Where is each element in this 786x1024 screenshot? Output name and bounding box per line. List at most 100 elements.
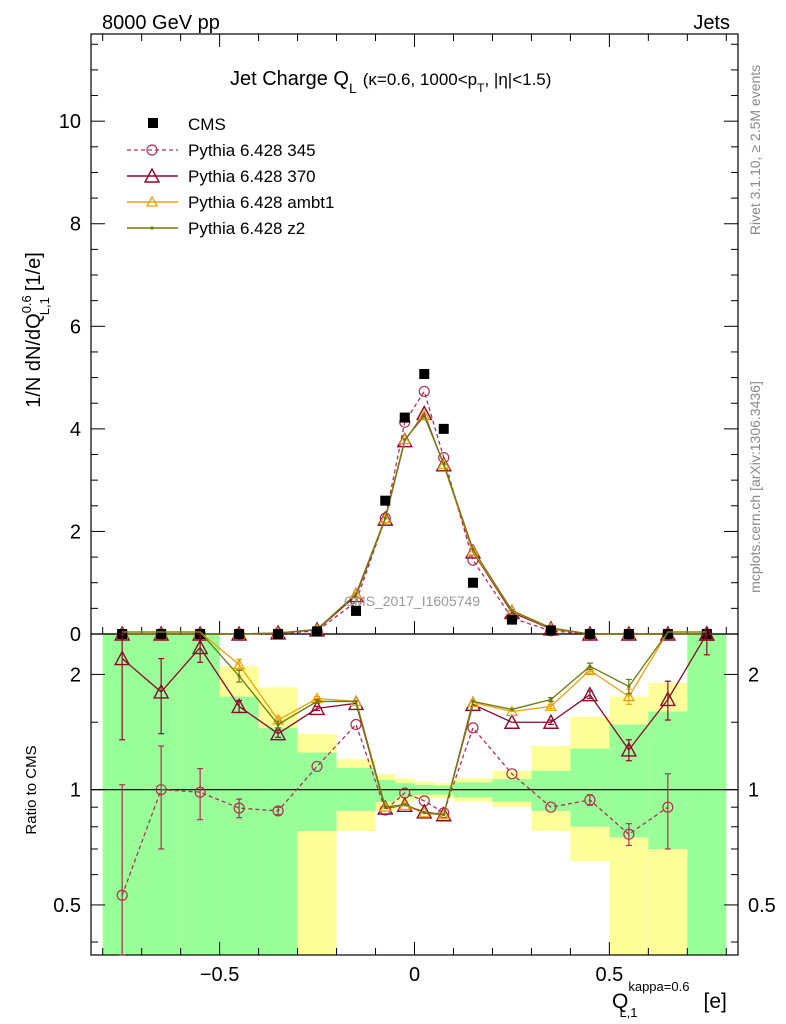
legend-label-cms: CMS: [188, 115, 226, 134]
ratio-point-z2-3: [237, 674, 241, 678]
ratio-point-p370-5: [308, 699, 326, 716]
legend: CMS Pythia 6.428 345 Pythia 6.428 370 Py…: [127, 115, 334, 238]
legend-marker-z2: [150, 226, 154, 230]
y-tick-label-main: 2: [70, 521, 81, 543]
ratio-point-z2-6: [354, 699, 358, 704]
ratio-point-ambt1-12: [505, 705, 519, 717]
ratio-point-ambt1-13: [544, 700, 558, 712]
header-right: Jets: [693, 12, 730, 34]
ratio-series-group: [114, 625, 715, 956]
y-axis-label-ratio: Ratio to CMS: [23, 745, 40, 834]
ratio-point-p345-0: [116, 889, 128, 901]
main-point-cms-3: [234, 629, 245, 639]
ratio-point-p345-6: [350, 718, 362, 731]
main-point-ambt1-10: [437, 457, 450, 469]
main-point-cms-5: [312, 626, 323, 637]
ratio-point-z2-7: [383, 805, 387, 809]
main-point-ambt1-9: [418, 409, 431, 421]
main-point-cms-12: [506, 614, 517, 625]
ratio-point-p345-12: [506, 768, 518, 780]
band-green-17: [687, 634, 727, 955]
ratio-point-p345-13: [545, 801, 557, 813]
main-point-z2-7: [383, 516, 387, 520]
main-point-cms-10: [438, 423, 449, 434]
ratio-point-p370-3: [230, 697, 248, 714]
mcplots-label: mcplots.cern.ch [arXiv:1306.3436]: [747, 381, 763, 593]
ratio-point-p370-15: [620, 741, 638, 757]
ratio-point-p370-16: [659, 691, 677, 707]
ratio-point-ambt1-15: [622, 690, 635, 702]
ratio-point-z2-4: [276, 722, 280, 727]
band-green-12: [492, 779, 532, 802]
ratio-point-p370-13: [542, 713, 560, 729]
main-point-cms-16: [662, 629, 673, 639]
legend-marker-p370: [143, 167, 161, 183]
ratio-point-z2-13: [549, 697, 553, 702]
main-point-cms-8: [399, 412, 410, 423]
ratio-point-p370-2: [191, 639, 209, 655]
ratio-point-ambt1-3: [233, 658, 246, 670]
y-tick-label-ratio-right: 2: [748, 664, 759, 686]
axis-ticks: −0.5 0 0.5 0 2 4 6 8 10 0.5 0.5 1 1 2 2: [53, 34, 776, 986]
main-point-ambt1-8: [398, 433, 411, 445]
x-tick-label: 0: [409, 964, 420, 986]
ratio-point-p345-3: [233, 802, 245, 814]
y-axis-label-main: 1/N dN/dQ0.6 L,1[1/e]: [19, 252, 52, 408]
legend-marker-p345: [146, 144, 158, 156]
ratio-point-p345-14: [584, 794, 596, 806]
plot-title: Jet Charge QL (κ=0.6, 1000<pT, |η|<1.5): [230, 68, 551, 96]
band-green-7: [375, 779, 396, 802]
main-point-cms-11: [467, 577, 478, 588]
ratio-point-z2-15: [627, 684, 631, 689]
y-tick-label-main: 6: [70, 316, 81, 338]
rivet-label: Rivet 3.1.10, ≥ 2.5M events: [747, 65, 763, 235]
ratio-point-p345-1: [155, 784, 167, 796]
ratio-point-z2-5: [315, 699, 319, 704]
main-point-z2-8: [403, 438, 407, 442]
ratio-line-p345: [121, 723, 669, 896]
x-tick-label: −0.5: [200, 964, 239, 986]
header-left: 8000 GeV pp: [102, 12, 220, 34]
y-tick-label-ratio-right: 1: [748, 780, 759, 802]
legend-marker-ambt1: [145, 195, 159, 207]
legend-marker-cms: [148, 118, 158, 128]
main-point-ambt1-7: [379, 512, 392, 524]
analysis-watermark: CMS_2017_I1605749: [344, 593, 480, 609]
main-point-ambt1-11: [466, 544, 480, 556]
main-point-cms-7: [380, 495, 391, 506]
ratio-point-p345-16: [662, 801, 674, 813]
ratio-point-z2-8: [403, 802, 407, 807]
y-tick-label-main: 10: [59, 111, 81, 133]
legend-label-p370: Pythia 6.428 370: [188, 167, 316, 186]
ratio-point-p370-14: [581, 686, 599, 702]
ratio-point-z2-14: [588, 664, 592, 668]
ratio-point-z2-12: [510, 707, 514, 712]
legend-label-p345: Pythia 6.428 345: [188, 141, 316, 160]
uncertainty-bands: [91, 634, 738, 955]
main-point-cms-13: [545, 625, 556, 636]
ratio-line-z2: [122, 631, 707, 816]
main-line-z2: [122, 414, 707, 635]
main-point-ambt1-6: [349, 587, 363, 599]
y-tick-label-ratio: 2: [70, 664, 81, 686]
ratio-point-p345-15: [623, 828, 635, 840]
main-point-z2-9: [422, 414, 426, 418]
main-point-cms-9: [419, 369, 430, 379]
band-green-4: [258, 727, 298, 955]
band-green-14: [570, 748, 610, 827]
ratio-point-p345-2: [194, 786, 206, 798]
main-point-z2-11: [471, 547, 475, 551]
main-point-p345-9: [418, 385, 430, 398]
ratio-point-z2-10: [442, 813, 446, 817]
ratio-point-z2-9: [422, 811, 426, 815]
main-point-z2-6: [354, 592, 358, 596]
legend-label-z2: Pythia 6.428 z2: [188, 219, 305, 238]
ratio-point-p370-4: [269, 725, 287, 741]
y-tick-label-ratio-right: 0.5: [748, 895, 776, 917]
ratio-point-p370-12: [503, 713, 521, 729]
ratio-point-p345-5: [311, 760, 323, 773]
main-point-cms-4: [273, 629, 284, 639]
main-point-cms-1: [156, 629, 167, 639]
ratio-point-z2-11: [471, 699, 475, 704]
